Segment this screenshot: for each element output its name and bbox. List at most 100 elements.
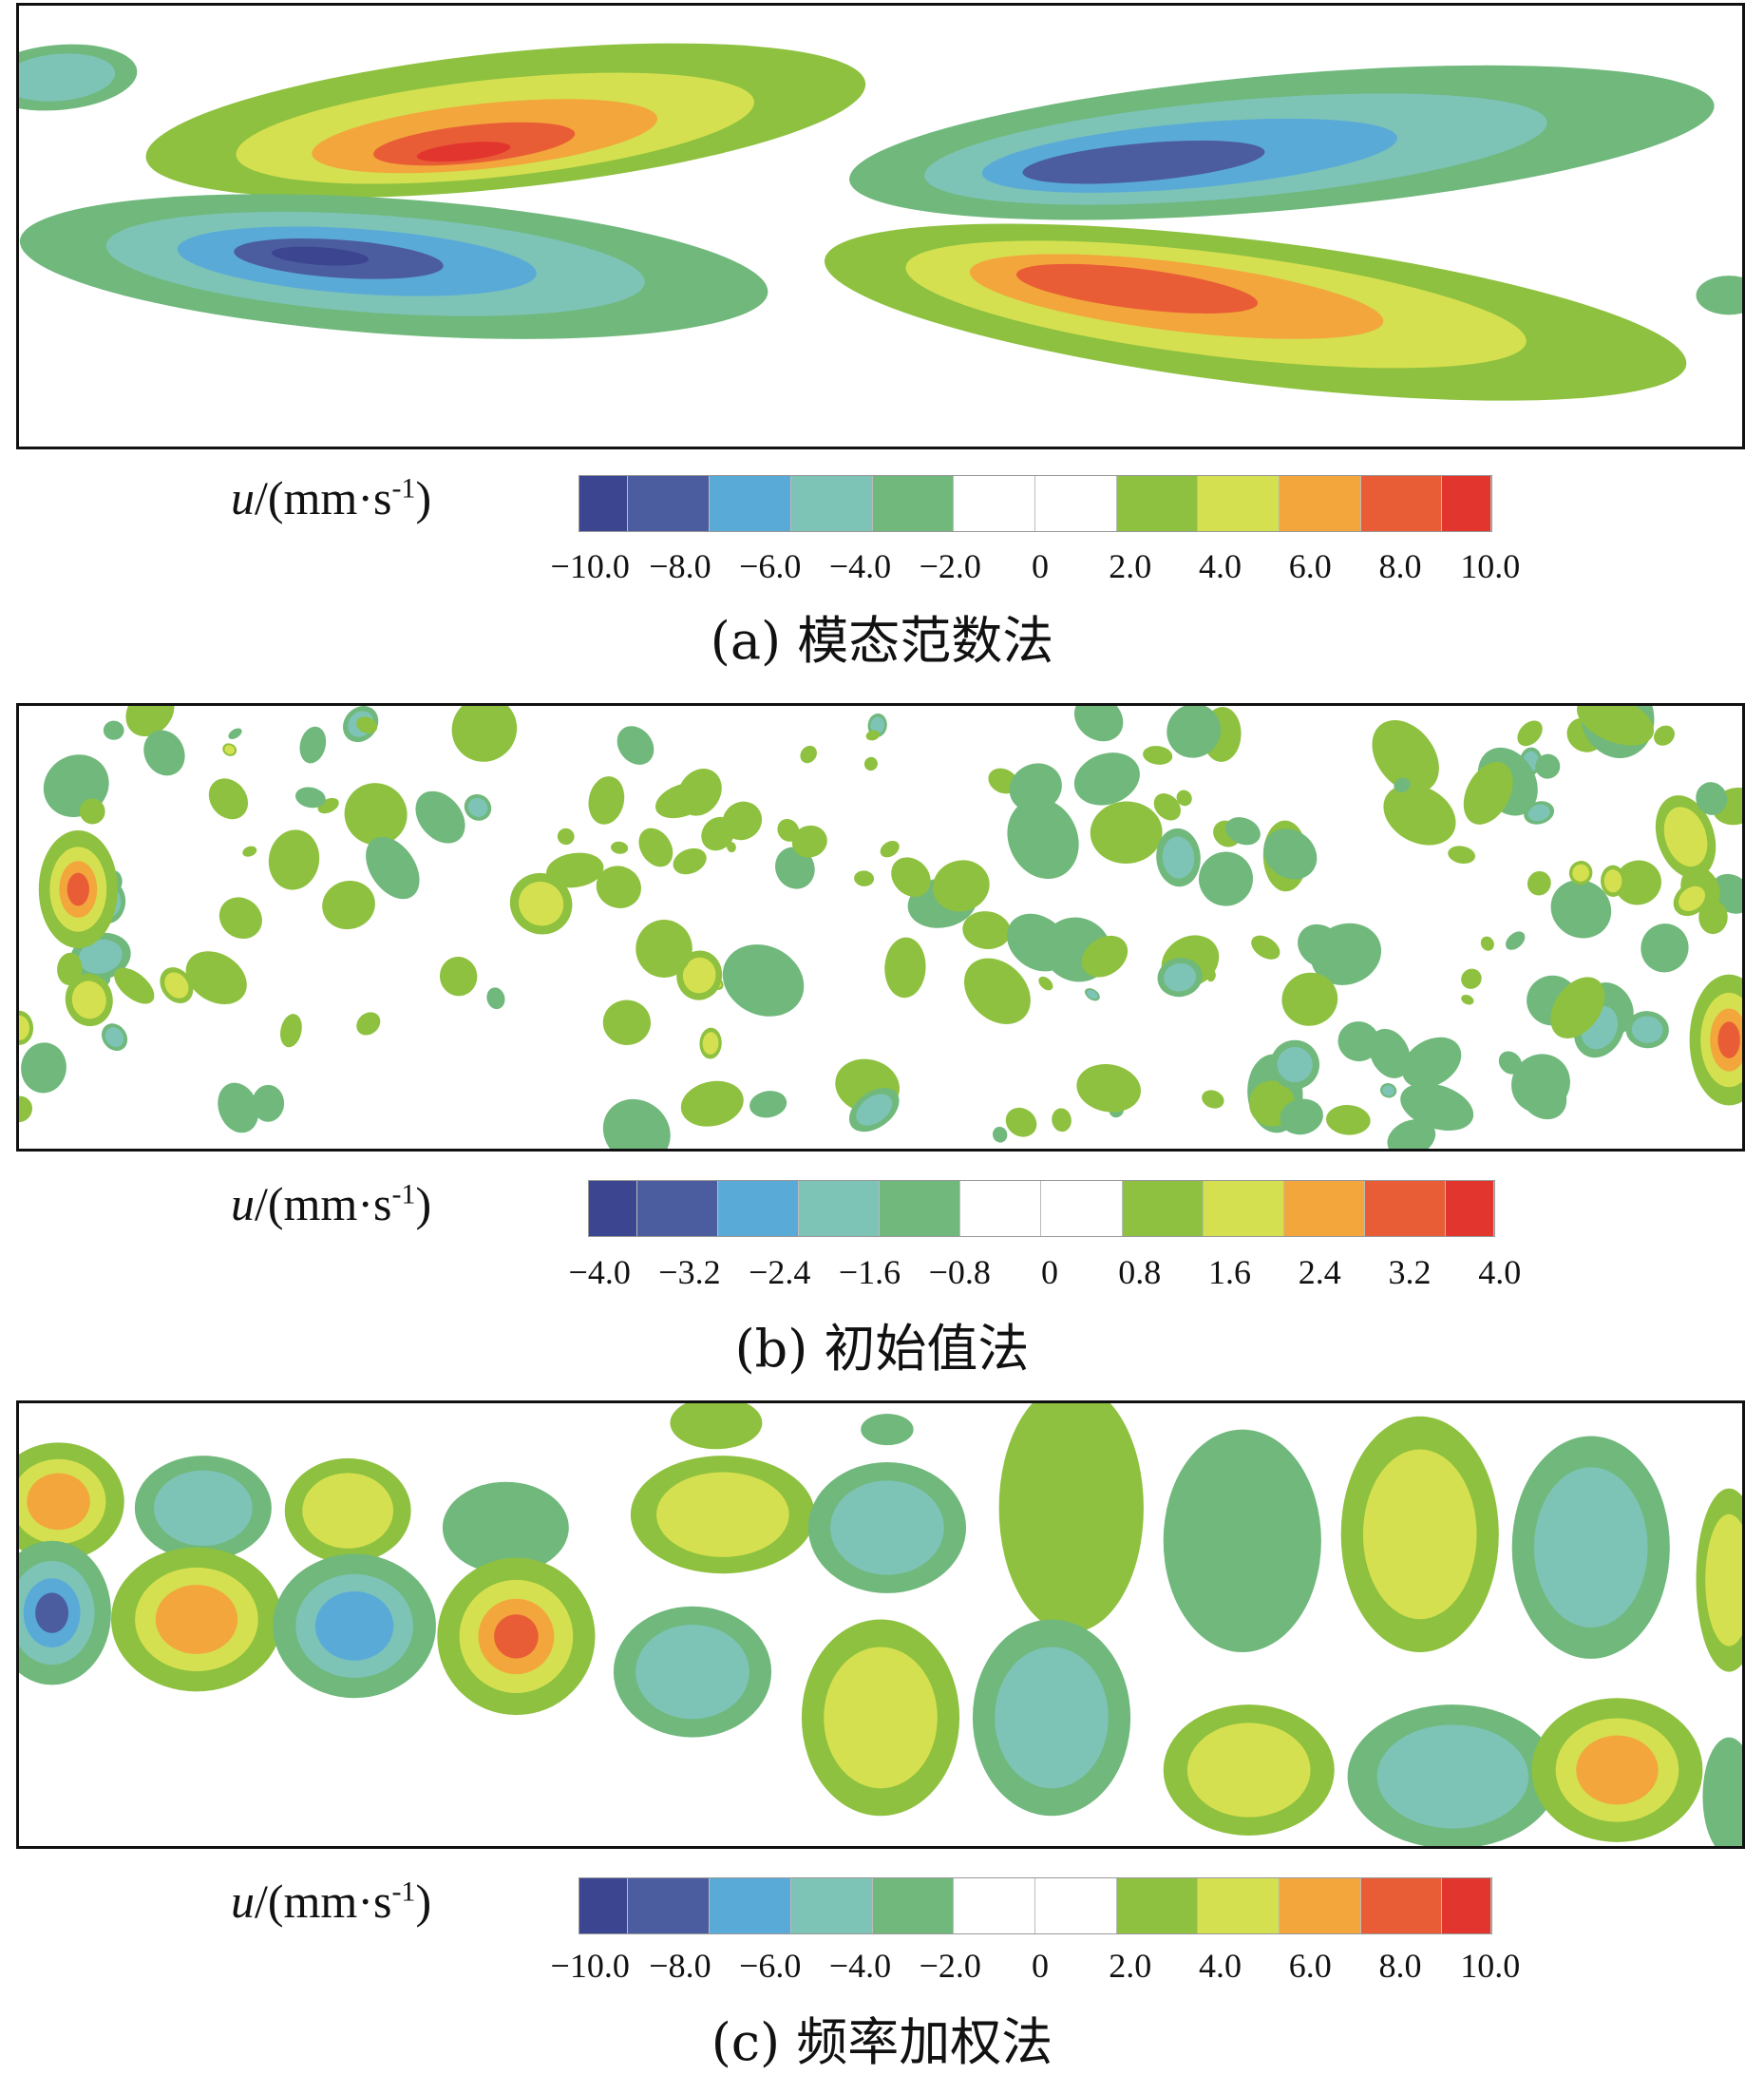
colorbar-swatch [872, 1878, 955, 1933]
positive-contour [185, 951, 247, 1005]
colorbar-b [588, 1180, 1495, 1237]
colorbar-tick-label: −1.6 [838, 1253, 901, 1291]
negative-contour [294, 787, 326, 809]
colorbar-tick-label: 4.0 [1199, 547, 1242, 585]
negative-contour [103, 720, 124, 740]
negative-contour [21, 1042, 66, 1094]
colorbar-swatch [1034, 1878, 1117, 1933]
negative-contour [1535, 753, 1561, 779]
negative-contour [19, 53, 116, 102]
negative-contour [299, 726, 327, 764]
positive-contour [602, 999, 652, 1045]
negative-contour [861, 1414, 914, 1446]
positive-contour [998, 1403, 1144, 1633]
colorbar-tick-label: 2.4 [1298, 1253, 1341, 1291]
negative-contour [870, 716, 884, 734]
negative-contour [775, 847, 815, 889]
colorbar-swatch [1364, 1181, 1446, 1236]
negative-contour [35, 1592, 69, 1633]
colorbar-swatch [579, 1878, 629, 1933]
colorbar-swatch [1034, 476, 1117, 531]
negative-contour [1277, 1046, 1313, 1083]
colorbar-tick-label: 4.0 [1478, 1253, 1522, 1291]
negative-contour [830, 1480, 944, 1575]
negative-contour [1337, 1021, 1380, 1062]
colorbar-swatch [718, 1181, 800, 1236]
positive-contour [1076, 1064, 1141, 1113]
negative-contour [78, 939, 123, 974]
colorbar-swatch [1442, 476, 1491, 531]
positive-contour [682, 957, 716, 994]
positive-contour [655, 782, 711, 819]
positive-contour [884, 937, 926, 999]
contour-field-b [19, 706, 1742, 1149]
positive-contour [164, 972, 189, 999]
positive-contour [1448, 846, 1475, 864]
caption-c: (c) 频率加权法 [711, 2012, 1053, 2072]
positive-contour [722, 801, 763, 841]
positive-contour [1038, 976, 1053, 991]
colorbar-swatch [1283, 1181, 1365, 1236]
negative-contour [143, 730, 185, 776]
positive-contour [19, 1095, 33, 1123]
colorbar-tick-label: 0 [1041, 1253, 1058, 1291]
positive-contour [302, 1473, 394, 1549]
colorbar-swatch [954, 476, 1035, 531]
positive-contour [1005, 1107, 1037, 1137]
positive-contour [673, 847, 707, 875]
negative-contour [1225, 817, 1261, 846]
positive-contour [1052, 1108, 1072, 1133]
colorbar-tick-label: 8.0 [1378, 1947, 1422, 1985]
positive-contour [519, 881, 564, 926]
colorbar-tick-label: 10.0 [1460, 1947, 1521, 1985]
positive-contour [224, 745, 236, 754]
positive-contour [1480, 936, 1494, 951]
panel-c-plot [16, 1400, 1745, 1849]
colorbar-label-b: u/(mm·s-1) [231, 1177, 432, 1230]
positive-contour [611, 841, 629, 854]
colorbar-ticks-c: −10.0 −8.0 −6.0 −4.0 −2.0 0 2.0 4.0 6.0 8.0 10.0 [551, 1946, 1529, 1985]
negative-contour [43, 754, 109, 817]
positive-contour [1176, 790, 1192, 807]
negative-contour [1696, 782, 1728, 815]
negative-contour [1163, 1429, 1321, 1652]
positive-contour [854, 870, 875, 886]
positive-contour [19, 1015, 29, 1040]
colorbar-swatch [1280, 1878, 1361, 1933]
colorbar-swatch [799, 1181, 881, 1236]
colorbar-swatch [1360, 1878, 1443, 1933]
colorbar-tick-label: −8.0 [649, 547, 711, 585]
colorbar-tick-label: −4.0 [568, 1253, 631, 1291]
positive-contour [494, 1614, 539, 1659]
positive-contour [588, 776, 625, 825]
positive-contour [71, 980, 106, 1019]
positive-contour [1550, 977, 1605, 1038]
positive-contour [356, 1012, 381, 1036]
positive-contour [1202, 1090, 1224, 1109]
panel-a-plot [16, 3, 1745, 449]
negative-contour [154, 1470, 253, 1547]
negative-contour [1641, 923, 1689, 973]
negative-contour [616, 726, 654, 765]
colorbar-tick-label: −6.0 [739, 1947, 802, 1985]
negative-contour [722, 944, 805, 1017]
negative-contour [366, 836, 420, 900]
positive-contour [27, 1473, 90, 1531]
colorbar-swatch [628, 1878, 711, 1933]
positive-contour [1081, 935, 1129, 978]
positive-contour [1143, 746, 1173, 765]
negative-contour [1527, 804, 1550, 822]
positive-contour [1372, 719, 1439, 793]
positive-contour [932, 860, 990, 912]
negative-contour [467, 797, 488, 817]
positive-contour [1090, 801, 1163, 864]
positive-contour [596, 866, 641, 908]
positive-contour [344, 783, 408, 846]
negative-contour [1533, 1467, 1648, 1628]
colorbar-tick-label: −8.0 [649, 1947, 711, 1985]
colorbar-tick-label: 3.2 [1388, 1253, 1432, 1291]
colorbar-tick-label: 6.0 [1288, 1947, 1332, 1985]
panel-b-plot [16, 703, 1745, 1152]
negative-contour [1401, 1037, 1462, 1089]
positive-contour [546, 852, 604, 888]
